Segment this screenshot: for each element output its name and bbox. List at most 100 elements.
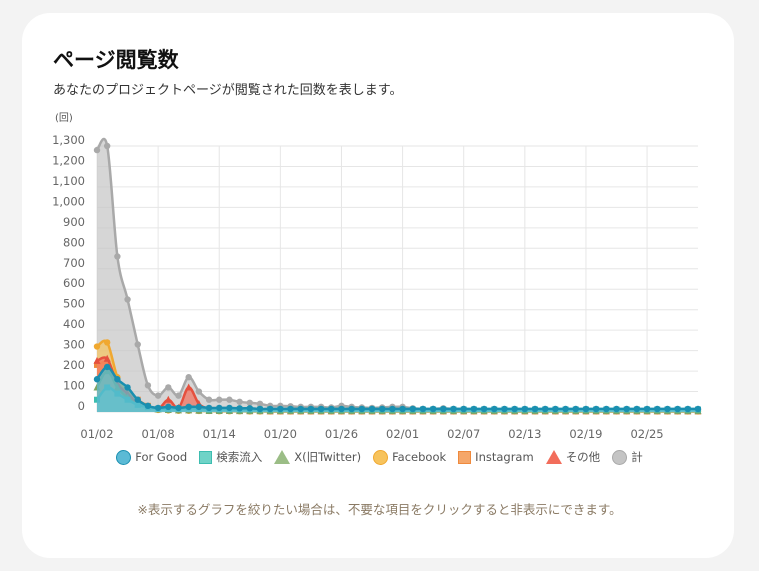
data-point [317, 405, 325, 413]
legend-item-x-twitter-[interactable]: X(旧Twitter) [274, 449, 361, 465]
data-point [419, 405, 427, 413]
series-line [95, 137, 698, 412]
data-point [154, 404, 162, 412]
legend-item-facebook[interactable]: Facebook [373, 449, 447, 465]
data-point [592, 405, 600, 413]
series-for-good [93, 363, 702, 413]
data-point [246, 399, 253, 406]
data-point [572, 405, 579, 413]
data-point [103, 363, 111, 371]
data-point [114, 376, 121, 383]
data-point [134, 396, 141, 403]
filter-hint-note: ※表示するグラフを絞りたい場合は、不要な項目をクリックすると非表示にできます。 [137, 502, 622, 517]
data-point [613, 405, 620, 413]
data-point [154, 392, 162, 399]
legend-item-for-good[interactable]: For Good [116, 449, 188, 465]
legend-item--[interactable]: 検索流入 [199, 449, 262, 465]
data-point [521, 405, 529, 413]
data-point [328, 405, 335, 413]
x-tick-label: 02/25 [630, 427, 663, 440]
x-tick-label: 02/19 [569, 427, 602, 440]
data-point [205, 404, 213, 412]
rect-marker-icon [199, 450, 213, 464]
x-tick-label: 02/01 [386, 427, 419, 440]
legend-item--[interactable]: その他 [545, 449, 601, 465]
data-point [175, 404, 182, 412]
triangle-marker-icon [545, 450, 562, 464]
data-point [297, 405, 304, 413]
y-tick-label: 200 [63, 358, 85, 372]
data-point [144, 382, 152, 389]
circle-marker-icon [612, 449, 628, 465]
data-point [552, 405, 559, 413]
data-point [440, 405, 447, 413]
data-point [205, 396, 213, 403]
data-point [114, 253, 121, 260]
data-point [216, 396, 223, 403]
data-point [185, 374, 192, 381]
data-point [399, 405, 406, 413]
data-point [266, 405, 274, 413]
data-point [694, 405, 702, 413]
data-point [582, 405, 590, 413]
data-point [164, 395, 172, 403]
x-tick-label: 02/07 [447, 427, 480, 440]
data-point [103, 142, 111, 150]
legend-item--[interactable]: 計 [612, 449, 643, 465]
y-tick-label: 100 [63, 379, 85, 393]
data-point [195, 403, 203, 411]
x-tick-label: 01/08 [142, 427, 175, 440]
data-point [480, 405, 488, 413]
legend-label: 計 [631, 450, 643, 464]
data-point [501, 405, 508, 413]
data-point [542, 405, 549, 413]
rect-marker-icon [458, 450, 472, 464]
data-point [103, 339, 111, 346]
y-tick-label: 400 [63, 317, 85, 331]
data-point [287, 405, 294, 413]
legend-label: For Good [135, 450, 188, 464]
data-point [623, 405, 630, 413]
data-point [460, 405, 467, 413]
triangle-marker-icon [274, 450, 291, 464]
page-views-card [22, 13, 734, 558]
chart-legend: For Good 検索流入 X(旧Twitter) Facebook Instagram… [0, 449, 759, 465]
y-tick-label: 700 [63, 256, 85, 270]
data-point [246, 405, 253, 412]
y-tick-label: 1,100 [52, 174, 85, 188]
data-point [511, 405, 518, 413]
data-point [531, 405, 539, 413]
data-point [226, 404, 233, 412]
data-point [389, 405, 396, 413]
data-point [654, 405, 661, 413]
y-tick-label: 1,200 [52, 153, 85, 167]
y-axis-unit-label: (回) [55, 112, 73, 124]
data-point [93, 146, 101, 154]
x-tick-label: 01/20 [264, 427, 297, 440]
y-tick-label: 300 [63, 338, 85, 352]
data-point [450, 405, 457, 413]
data-point [409, 405, 416, 413]
legend-label: 検索流入 [216, 450, 263, 464]
data-point [216, 404, 223, 412]
data-point [93, 356, 101, 364]
legend-label: Facebook [392, 450, 447, 464]
y-tick-label: 600 [63, 276, 85, 290]
series-- [93, 137, 702, 414]
data-point [643, 405, 651, 413]
data-point [429, 405, 437, 413]
data-point [277, 405, 284, 413]
data-point [93, 376, 101, 383]
legend-label: その他 [565, 450, 601, 464]
data-point [368, 405, 376, 413]
legend-label: X(旧Twitter) [294, 450, 362, 464]
y-tick-label: 800 [63, 235, 85, 249]
y-tick-label: 1,300 [52, 133, 85, 147]
data-point [633, 405, 641, 413]
data-point [379, 405, 386, 413]
data-point [124, 384, 131, 391]
page-subtitle: あなたのプロジェクトページが閲覧された回数を表します。 [53, 83, 403, 98]
page-views-chart: (回) 0 100 200 300 400 500 600 700 800 900 1,000 1,10… [52, 112, 702, 440]
legend-item-instagram[interactable]: Instagram [458, 450, 534, 464]
y-tick-label: 500 [63, 297, 85, 311]
